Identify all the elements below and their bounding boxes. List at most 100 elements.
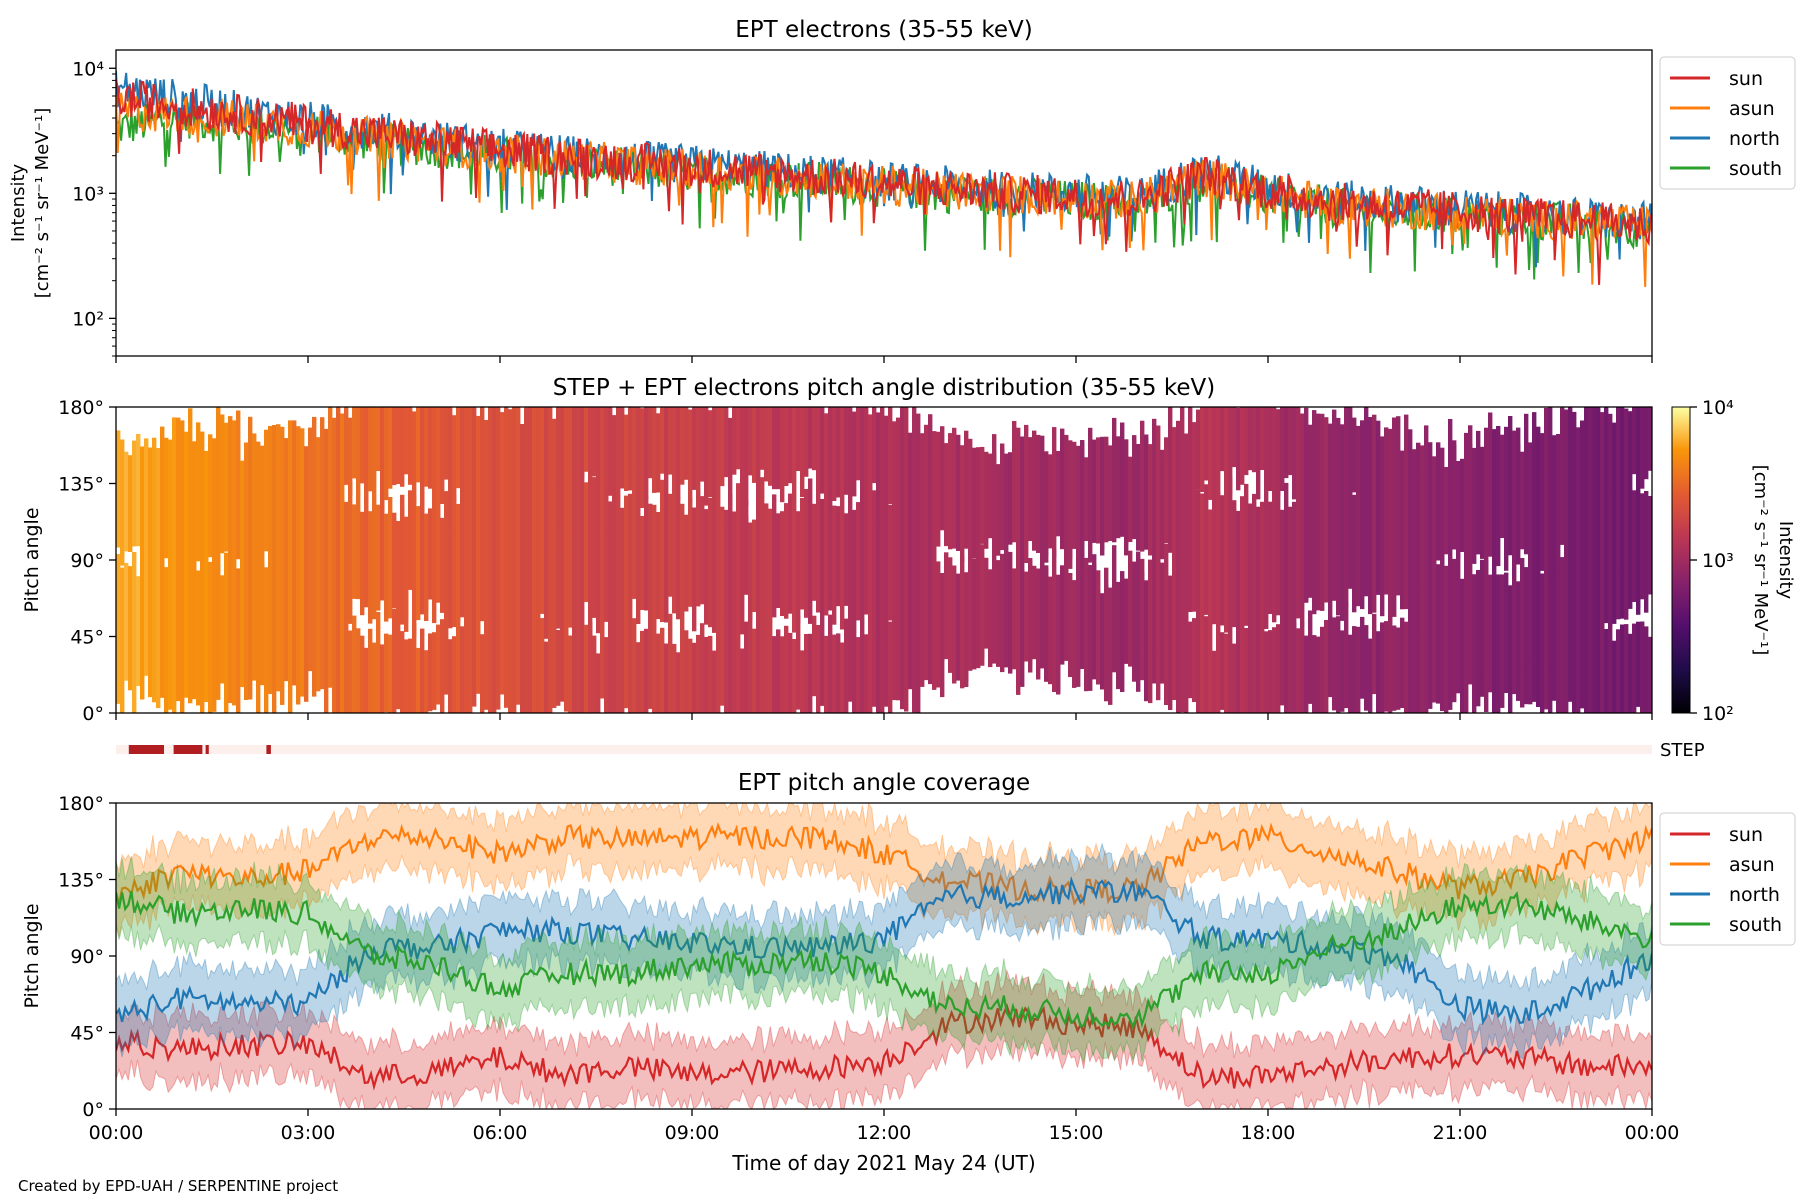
y-tick-label: 10²	[72, 308, 104, 330]
heatmap-cell	[1644, 407, 1649, 480]
heatmap-cell	[1248, 534, 1253, 651]
heatmap-cell	[212, 555, 217, 653]
heatmap-cell	[628, 521, 633, 638]
heatmap-cell	[584, 407, 589, 472]
y-tick-label: 10³	[72, 183, 104, 205]
heatmap-cell	[716, 540, 721, 622]
heatmap-cell	[892, 528, 897, 606]
heatmap-cell	[1548, 407, 1553, 522]
heatmap-cell	[1212, 407, 1217, 482]
heatmap-cell	[1280, 407, 1285, 491]
heatmap-cell	[256, 542, 261, 645]
heatmap-cell	[1564, 534, 1569, 647]
heatmap-cell	[1148, 461, 1153, 556]
heatmap-cell	[1080, 440, 1085, 556]
heatmap-cell	[1360, 616, 1365, 699]
heatmap-cell	[136, 466, 141, 542]
heatmap-cell	[888, 621, 893, 713]
heatmap-cell	[960, 447, 965, 563]
heatmap-cell	[1124, 578, 1129, 655]
heatmap-cell	[504, 529, 509, 628]
heatmap-cell	[276, 486, 281, 571]
coverage-legend: sun asun north south	[1659, 812, 1796, 946]
heatmap-cell	[488, 493, 493, 593]
heatmap-cell	[656, 413, 661, 493]
heatmap-cell	[832, 634, 837, 713]
heatmap-cell	[352, 615, 357, 713]
heatmap-cell	[1244, 506, 1249, 626]
heatmap-cell	[384, 522, 389, 622]
heatmap-cell	[232, 549, 237, 632]
heatmap-cell	[1360, 420, 1365, 519]
heatmap-cell	[888, 535, 893, 621]
heatmap-cell	[1540, 433, 1545, 522]
intensity-panel-title: EPT electrons (35-55 keV)	[735, 17, 1032, 43]
heatmap-cell	[396, 523, 401, 635]
heatmap-cell	[904, 528, 909, 629]
heatmap-cell	[1544, 546, 1549, 642]
heatmap-cell	[928, 541, 933, 644]
heatmap-cell	[332, 417, 337, 529]
coverage-band-north	[116, 842, 1652, 1060]
heatmap-cell	[916, 413, 921, 521]
heatmap-cell	[324, 624, 329, 713]
heatmap-cell	[604, 532, 609, 622]
heatmap-cell	[188, 552, 193, 657]
heatmap-cell	[1620, 471, 1625, 579]
heatmap-cell	[1164, 461, 1169, 544]
heatmap-cell	[856, 407, 861, 481]
heatmap-cell	[352, 407, 357, 479]
heatmap-cell	[208, 561, 213, 682]
heatmap-cell	[468, 407, 473, 493]
heatmap-cell	[808, 407, 813, 469]
heatmap-cell	[460, 626, 465, 713]
heatmap-cell	[1592, 468, 1597, 590]
heatmap-cell	[1252, 535, 1257, 638]
heatmap-cell	[920, 547, 925, 640]
heatmap-cell	[1400, 450, 1405, 533]
heatmap-cell	[1184, 610, 1189, 713]
heatmap-cell	[212, 468, 217, 568]
heatmap-cell	[520, 424, 525, 506]
heatmap-cell	[300, 540, 305, 654]
heatmap-cell	[176, 461, 181, 582]
heatmap-cell	[840, 512, 845, 630]
heatmap-cell	[916, 602, 921, 713]
heatmap-cell	[292, 473, 297, 587]
heatmap-cell	[272, 467, 277, 569]
heatmap-cell	[1584, 553, 1589, 632]
colorbar-tick-label: 10²	[1702, 703, 1734, 725]
heatmap-cell	[1380, 622, 1385, 713]
heatmap-cell	[548, 407, 553, 484]
heatmap-cell	[1484, 618, 1489, 712]
heatmap-cell	[532, 407, 537, 511]
heatmap-cell	[332, 522, 337, 637]
heatmap-cell	[760, 533, 765, 630]
heatmap-cell	[1336, 616, 1341, 713]
heatmap-cell	[1412, 474, 1417, 574]
heatmap-cell	[608, 407, 613, 496]
heatmap-cell	[1508, 585, 1513, 675]
heatmap-cell	[1392, 499, 1397, 578]
heatmap-cell	[412, 624, 417, 713]
heatmap-cell	[636, 503, 641, 624]
heatmap-cell	[1112, 545, 1117, 662]
heatmap-cell	[1516, 444, 1521, 565]
heatmap-cell	[172, 536, 177, 656]
heatmap-cell	[796, 527, 801, 624]
heatmap-cell	[252, 478, 257, 567]
heatmap-cell	[1380, 497, 1385, 593]
heatmap-cell	[476, 415, 481, 494]
heatmap-cell	[1212, 476, 1217, 588]
heatmap-cell	[1456, 461, 1461, 558]
heatmap-cell	[708, 540, 713, 628]
heatmap-cell	[1512, 567, 1517, 648]
heatmap-cell	[496, 486, 501, 571]
heatmap-cell	[676, 652, 681, 713]
heatmap-cell	[1564, 456, 1569, 571]
heatmap-cell	[800, 407, 805, 498]
heatmap-cell	[720, 407, 725, 487]
heatmap-cell	[920, 609, 925, 687]
heatmap-cell	[188, 458, 193, 578]
heatmap-cell	[748, 525, 753, 621]
